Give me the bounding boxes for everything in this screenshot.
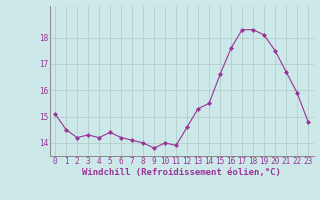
X-axis label: Windchill (Refroidissement éolien,°C): Windchill (Refroidissement éolien,°C) [82, 168, 281, 177]
